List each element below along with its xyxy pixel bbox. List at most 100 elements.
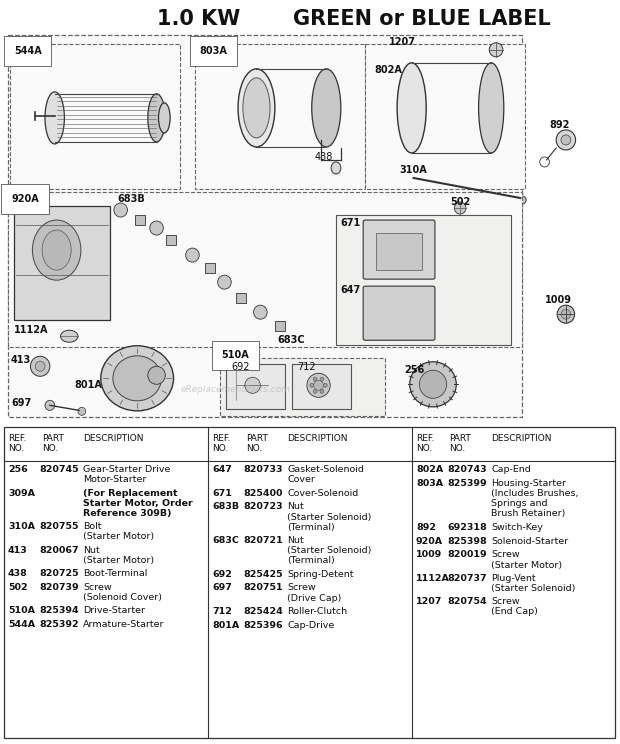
Circle shape: [310, 383, 314, 388]
Text: 820751: 820751: [244, 583, 283, 592]
Text: 671: 671: [212, 489, 232, 498]
Text: 825400: 825400: [244, 489, 283, 498]
Ellipse shape: [238, 69, 275, 147]
Text: 820743: 820743: [448, 465, 487, 474]
Text: Bolt: Bolt: [83, 522, 102, 531]
Text: 825399: 825399: [448, 479, 487, 488]
Text: 697: 697: [11, 398, 31, 408]
FancyBboxPatch shape: [14, 206, 110, 320]
Text: 671: 671: [340, 218, 360, 228]
Text: Roller-Clutch: Roller-Clutch: [287, 607, 347, 616]
Bar: [219, 359, 384, 417]
Text: 825394: 825394: [40, 606, 79, 615]
Text: 803A: 803A: [200, 36, 228, 47]
Text: 920A: 920A: [416, 536, 443, 545]
Circle shape: [35, 362, 45, 371]
Text: NO.: NO.: [416, 443, 432, 452]
Text: 820721: 820721: [244, 536, 283, 545]
Text: (Starter Solenoid): (Starter Solenoid): [287, 546, 371, 555]
Text: 892: 892: [416, 522, 436, 532]
Ellipse shape: [159, 103, 170, 133]
Text: GREEN or BLUE LABEL: GREEN or BLUE LABEL: [293, 9, 551, 29]
Bar: [8, 35, 522, 417]
Ellipse shape: [397, 62, 426, 153]
Text: 510A: 510A: [221, 350, 249, 360]
Circle shape: [324, 383, 327, 388]
Text: 697: 697: [212, 583, 232, 592]
Text: 544A: 544A: [8, 620, 35, 629]
Text: 820723: 820723: [244, 502, 283, 511]
Text: 801A: 801A: [212, 620, 239, 630]
Bar: [195, 44, 365, 189]
Circle shape: [561, 135, 571, 145]
Ellipse shape: [312, 69, 341, 147]
Text: 683C: 683C: [278, 336, 306, 345]
Text: 802A: 802A: [416, 465, 443, 474]
Text: 502: 502: [8, 583, 28, 592]
Circle shape: [320, 377, 324, 381]
Ellipse shape: [42, 230, 71, 270]
Text: 803A: 803A: [199, 46, 227, 56]
Text: 825425: 825425: [244, 570, 283, 579]
Bar: [205, 263, 215, 273]
Text: Brush Retainer): Brush Retainer): [491, 510, 565, 519]
Text: REF.: REF.: [416, 434, 434, 443]
Bar: [236, 293, 246, 304]
Text: 820725: 820725: [40, 569, 79, 578]
Text: (Starter Solenoid): (Starter Solenoid): [287, 513, 371, 522]
Text: 310A: 310A: [8, 522, 35, 531]
Text: Screw: Screw: [491, 551, 520, 559]
Bar: [226, 365, 285, 409]
Text: DESCRIPTION: DESCRIPTION: [287, 434, 348, 443]
Ellipse shape: [489, 42, 503, 57]
Text: 820739: 820739: [40, 583, 79, 592]
Text: (Includes Brushes,: (Includes Brushes,: [491, 489, 578, 498]
Ellipse shape: [557, 305, 575, 323]
Ellipse shape: [32, 220, 81, 280]
Text: Spring-Detent: Spring-Detent: [287, 570, 354, 579]
Text: Starter Motor, Order: Starter Motor, Order: [83, 498, 193, 507]
Text: 820754: 820754: [448, 597, 487, 606]
Text: 802A: 802A: [375, 65, 402, 75]
Text: Cap-Drive: Cap-Drive: [287, 620, 334, 630]
Ellipse shape: [454, 202, 466, 214]
Text: 1.0 KW: 1.0 KW: [157, 9, 240, 29]
Text: 825424: 825424: [244, 607, 283, 616]
Bar: [293, 365, 350, 409]
Text: 825396: 825396: [244, 620, 283, 630]
Text: 820019: 820019: [448, 551, 487, 559]
FancyBboxPatch shape: [376, 233, 422, 270]
Text: Switch-Key: Switch-Key: [491, 522, 543, 532]
Bar: [336, 215, 511, 345]
Text: Nut: Nut: [287, 536, 304, 545]
Text: (Solenoid Cover): (Solenoid Cover): [83, 593, 162, 602]
Text: 692: 692: [212, 570, 232, 579]
Ellipse shape: [561, 310, 571, 319]
Ellipse shape: [148, 366, 166, 385]
Ellipse shape: [61, 330, 78, 342]
Text: (End Cap): (End Cap): [491, 607, 538, 617]
Circle shape: [313, 377, 317, 381]
Text: Screw: Screw: [287, 583, 316, 592]
Text: NO.: NO.: [450, 443, 466, 452]
Bar: [365, 44, 525, 189]
Text: Cover-Solenoid: Cover-Solenoid: [287, 489, 358, 498]
Text: 820733: 820733: [244, 465, 283, 474]
Text: 712: 712: [297, 362, 316, 372]
Text: 692: 692: [231, 362, 250, 372]
Text: PART: PART: [450, 434, 471, 443]
Text: Motor-Starter: Motor-Starter: [83, 475, 147, 484]
Text: Housing-Starter: Housing-Starter: [491, 479, 566, 488]
Text: Boot-Terminal: Boot-Terminal: [83, 569, 148, 578]
FancyBboxPatch shape: [363, 220, 435, 279]
Bar: [275, 321, 285, 331]
Text: Screw: Screw: [83, 583, 112, 592]
Text: 510A: 510A: [8, 606, 35, 615]
Text: 825392: 825392: [40, 620, 79, 629]
Text: eReplacementParts.com: eReplacementParts.com: [181, 385, 291, 394]
Text: 712: 712: [212, 607, 232, 616]
Text: Gasket-Solenoid: Gasket-Solenoid: [287, 465, 364, 474]
Circle shape: [30, 356, 50, 376]
Ellipse shape: [419, 371, 446, 398]
Bar: [166, 235, 176, 245]
